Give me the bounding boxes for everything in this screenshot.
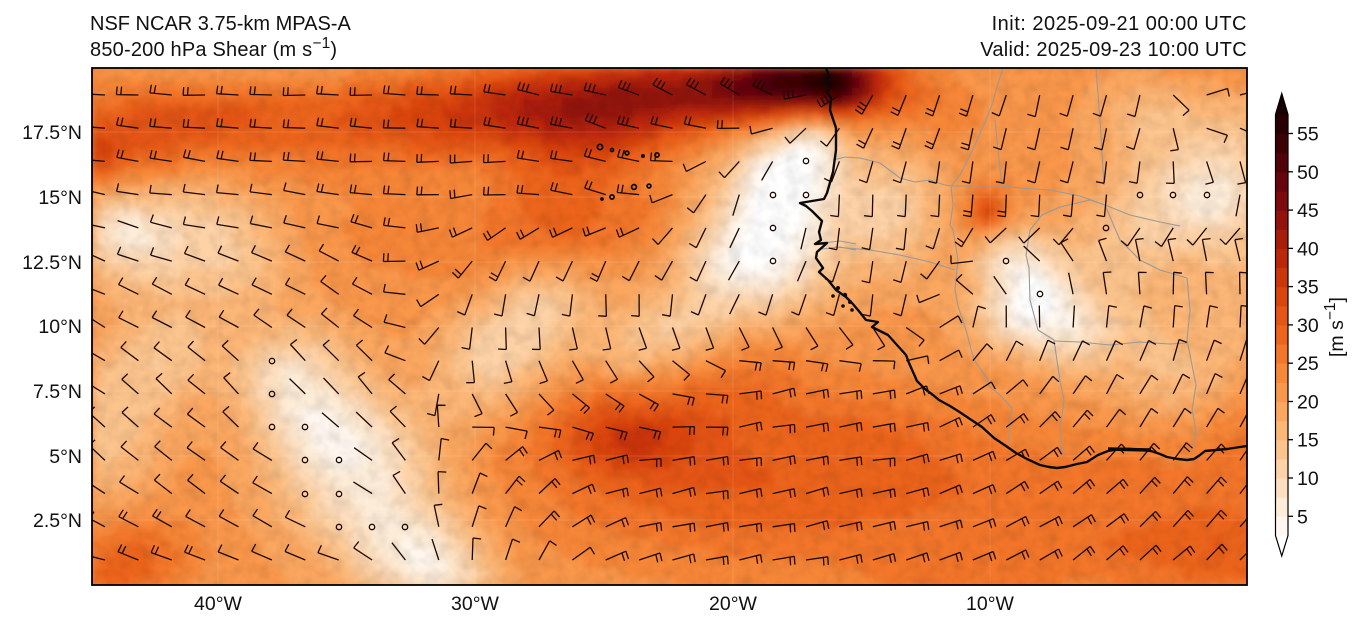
svg-text:10: 10 (1297, 468, 1319, 490)
svg-text:30°W: 30°W (451, 593, 499, 615)
svg-text:20°W: 20°W (709, 593, 757, 615)
svg-text:5: 5 (1297, 506, 1308, 528)
svg-text:[m s−1]: [m s−1] (1322, 297, 1348, 357)
svg-text:25: 25 (1297, 353, 1319, 375)
svg-text:Init: 2025-09-21 00:00 UTC: Init: 2025-09-21 00:00 UTC (992, 13, 1247, 35)
svg-text:10°W: 10°W (966, 593, 1014, 615)
svg-text:Valid: 2025-09-23 10:00 UTC: Valid: 2025-09-23 10:00 UTC (980, 39, 1247, 61)
svg-text:5°N: 5°N (49, 446, 82, 468)
svg-text:15: 15 (1297, 430, 1319, 452)
svg-text:40: 40 (1297, 238, 1319, 260)
svg-text:NSF NCAR 3.75-km MPAS-A: NSF NCAR 3.75-km MPAS-A (90, 13, 351, 35)
svg-text:40°W: 40°W (194, 593, 242, 615)
svg-text:12.5°N: 12.5°N (22, 252, 82, 274)
svg-text:850-200 hPa Shear (m s−1): 850-200 hPa Shear (m s−1) (90, 35, 337, 61)
svg-text:30: 30 (1297, 315, 1319, 337)
svg-text:10°N: 10°N (38, 316, 82, 338)
svg-text:17.5°N: 17.5°N (22, 122, 82, 144)
svg-text:15°N: 15°N (38, 187, 82, 209)
svg-text:2.5°N: 2.5°N (33, 510, 82, 532)
svg-text:20: 20 (1297, 392, 1319, 414)
svg-text:35: 35 (1297, 277, 1319, 299)
svg-text:7.5°N: 7.5°N (33, 381, 82, 403)
svg-text:55: 55 (1297, 124, 1319, 146)
svg-text:50: 50 (1297, 162, 1319, 184)
svg-text:45: 45 (1297, 200, 1319, 222)
